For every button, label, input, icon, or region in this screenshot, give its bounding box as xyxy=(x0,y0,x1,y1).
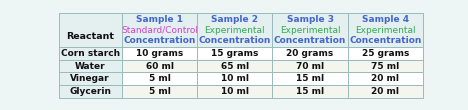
Text: Glycerin: Glycerin xyxy=(69,87,111,96)
Text: 20 ml: 20 ml xyxy=(372,87,399,96)
Text: Sample 2: Sample 2 xyxy=(212,16,258,25)
Text: Sample 4: Sample 4 xyxy=(362,16,409,25)
Text: 25 grams: 25 grams xyxy=(362,49,409,58)
Bar xyxy=(122,60,197,72)
Text: Experimental: Experimental xyxy=(280,26,340,35)
Text: Reactant: Reactant xyxy=(66,32,114,41)
Text: 15 ml: 15 ml xyxy=(296,74,324,83)
Text: Experimental: Experimental xyxy=(205,26,265,35)
Bar xyxy=(272,60,348,72)
Bar xyxy=(348,47,423,60)
Text: 15 grams: 15 grams xyxy=(211,49,258,58)
Text: 75 ml: 75 ml xyxy=(371,62,400,71)
Bar xyxy=(272,13,348,47)
Bar xyxy=(58,47,122,60)
Bar xyxy=(58,85,122,98)
Text: 10 ml: 10 ml xyxy=(221,74,249,83)
Text: 15 ml: 15 ml xyxy=(296,87,324,96)
Text: 70 ml: 70 ml xyxy=(296,62,324,71)
Bar xyxy=(348,72,423,85)
Bar xyxy=(348,60,423,72)
Text: 20 grams: 20 grams xyxy=(286,49,334,58)
Text: Water: Water xyxy=(75,62,106,71)
Bar xyxy=(348,85,423,98)
Bar xyxy=(348,13,423,47)
Text: 20 ml: 20 ml xyxy=(372,74,399,83)
Bar xyxy=(58,13,122,47)
Bar xyxy=(58,72,122,85)
Text: Standard/Control: Standard/Control xyxy=(121,26,198,35)
Bar xyxy=(122,13,197,47)
Text: 60 ml: 60 ml xyxy=(146,62,174,71)
Text: Corn starch: Corn starch xyxy=(61,49,120,58)
Text: Experimental: Experimental xyxy=(355,26,416,35)
Bar xyxy=(272,85,348,98)
Bar xyxy=(122,47,197,60)
Bar xyxy=(272,72,348,85)
Text: 5 ml: 5 ml xyxy=(149,87,170,96)
Text: Vinegar: Vinegar xyxy=(70,74,110,83)
Text: Concentration: Concentration xyxy=(349,36,422,45)
Bar xyxy=(272,47,348,60)
Bar xyxy=(197,85,272,98)
Text: 65 ml: 65 ml xyxy=(221,62,249,71)
Bar xyxy=(197,60,272,72)
Text: 10 ml: 10 ml xyxy=(221,87,249,96)
Text: Sample 1: Sample 1 xyxy=(136,16,183,25)
Bar xyxy=(197,13,272,47)
Text: Sample 3: Sample 3 xyxy=(286,16,334,25)
Bar xyxy=(197,72,272,85)
Bar xyxy=(58,60,122,72)
Text: Concentration: Concentration xyxy=(199,36,271,45)
Bar xyxy=(197,47,272,60)
Text: 10 grams: 10 grams xyxy=(136,49,183,58)
Text: Concentration: Concentration xyxy=(124,36,196,45)
Bar xyxy=(122,85,197,98)
Bar xyxy=(122,72,197,85)
Text: 5 ml: 5 ml xyxy=(149,74,170,83)
Text: Concentration: Concentration xyxy=(274,36,346,45)
